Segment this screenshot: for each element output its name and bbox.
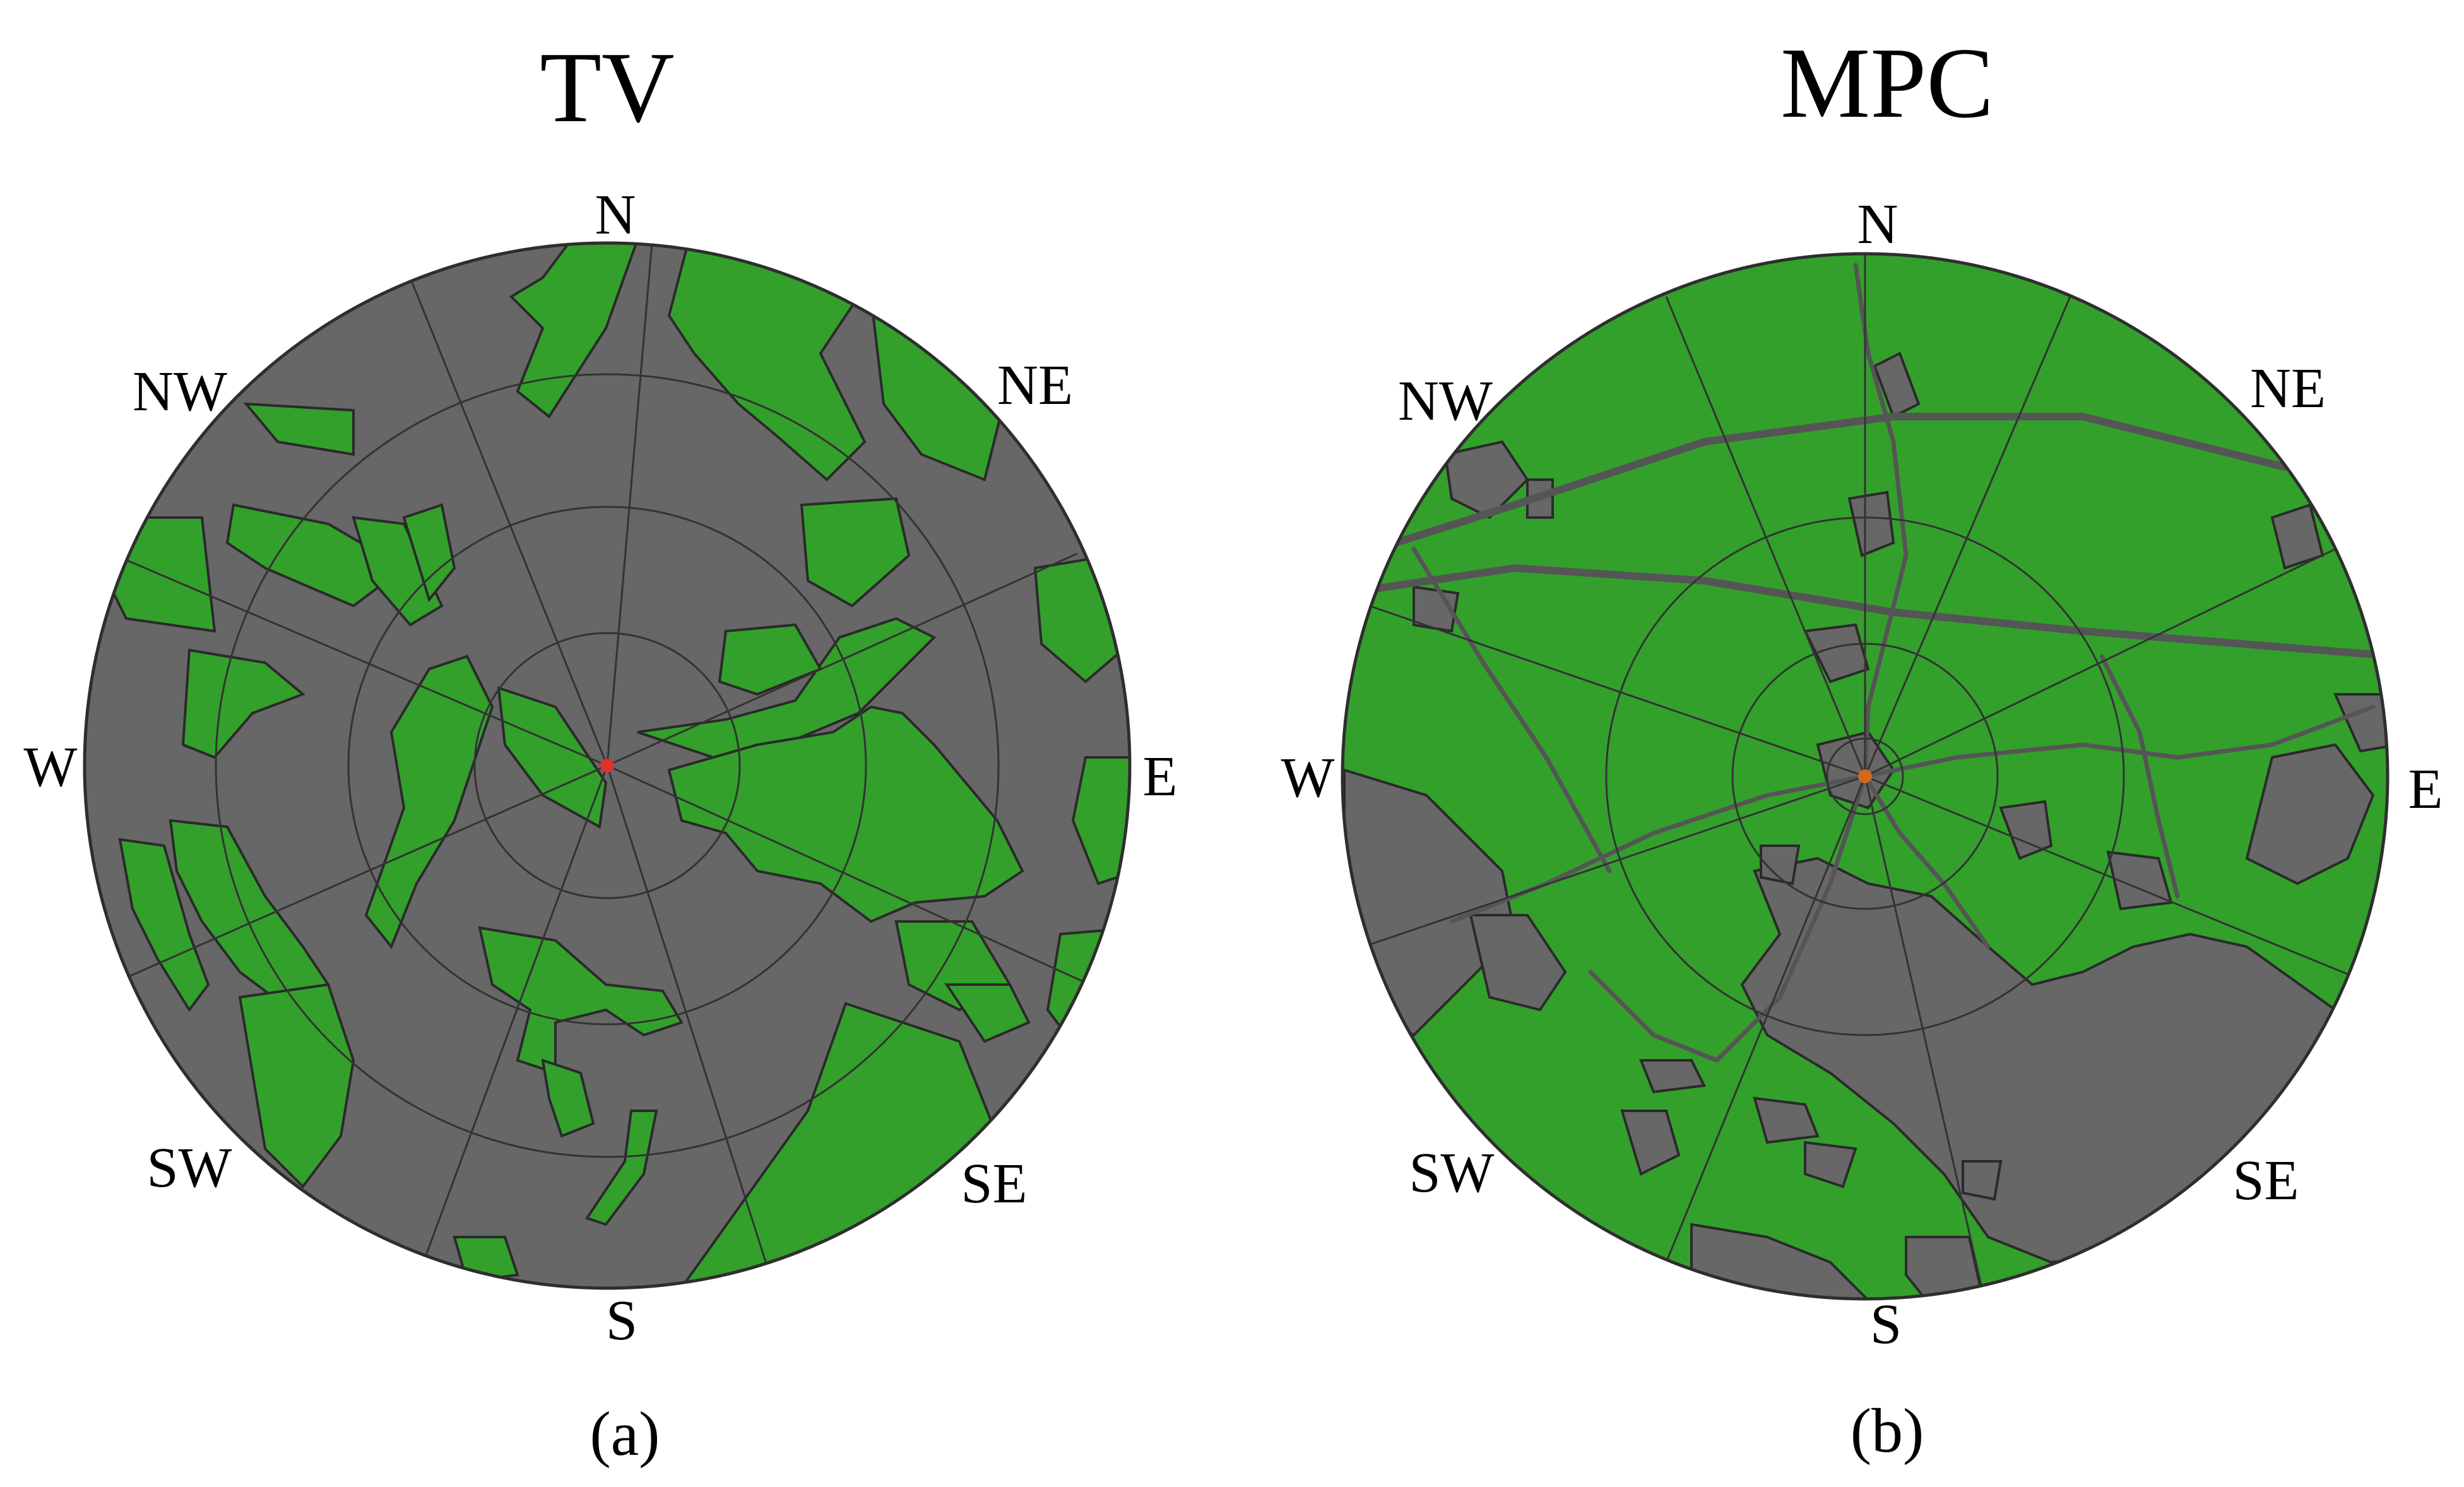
sector-line — [1864, 776, 1983, 1288]
road — [1342, 564, 2388, 660]
compass-label-n: N — [1857, 193, 1898, 256]
sector-line — [1864, 775, 2374, 986]
sector-line — [110, 764, 608, 986]
vegetation-patch — [944, 983, 1031, 1043]
sector-line — [606, 243, 653, 766]
vegetation-patch — [478, 926, 684, 1075]
vegetation-patch — [718, 623, 822, 696]
built-up-patch — [1999, 800, 2053, 860]
built-up-patch — [1962, 1160, 2003, 1201]
vegetation-patch — [181, 648, 305, 759]
compass-label-n: N — [595, 184, 636, 246]
compass-label-nw: NW — [1398, 370, 1493, 432]
built-up-patch — [1443, 440, 1529, 519]
road — [1372, 413, 2289, 553]
vegetation-patch — [497, 686, 608, 829]
distance-ring — [215, 373, 1000, 1158]
vegetation-patch — [352, 516, 444, 627]
sector-line — [1864, 296, 2071, 777]
vegetation-patch — [238, 983, 355, 1189]
distance-ring — [1605, 516, 2125, 1036]
distance-ring — [473, 632, 741, 899]
panel-b-sector-lines — [1363, 254, 2374, 1288]
vegetation-patch — [541, 1058, 595, 1138]
panel-a-caption: (a) — [590, 1399, 660, 1469]
panel-a-center-marker — [600, 759, 614, 773]
built-up-patch — [1413, 585, 1460, 633]
panel-b-outline — [1341, 252, 2390, 1301]
road — [1588, 774, 1868, 1063]
sector-line — [607, 764, 1118, 998]
road — [1863, 774, 1991, 949]
compass-label-w: W — [1281, 747, 1335, 809]
road — [1853, 263, 1909, 779]
sector-line — [1363, 775, 1866, 948]
built-up-patch — [1469, 914, 1567, 1012]
compass-label-s: S — [1870, 1293, 1902, 1356]
road — [1411, 547, 1612, 874]
panel-b-roads — [1342, 263, 2388, 1063]
sector-line — [1864, 548, 2336, 778]
sector-line — [1369, 605, 1866, 778]
vegetation-patch — [800, 497, 911, 608]
panel-a-outline — [83, 241, 1132, 1290]
compass-label-sw: SW — [1409, 1142, 1495, 1204]
compass-label-s: S — [606, 1289, 637, 1352]
sector-line — [1665, 776, 1866, 1263]
vegetation-patch — [509, 243, 639, 418]
built-up-patch — [1873, 352, 1921, 418]
sector-line — [415, 765, 608, 1283]
vegetation-patch — [1046, 926, 1130, 1063]
compass-label-se: SE — [961, 1152, 1027, 1215]
built-up-patch — [1803, 623, 1870, 684]
panel-b-title: MPC — [1780, 27, 1994, 139]
vegetation-patch — [243, 402, 355, 456]
vegetation-patch — [364, 655, 494, 949]
vegetation-patch — [402, 503, 456, 603]
panel-b-caption: (b) — [1851, 1395, 1924, 1466]
built-up-patch — [1804, 1140, 1857, 1188]
compass-label-nw: NW — [133, 360, 227, 423]
distance-ring — [347, 506, 867, 1026]
vegetation-patch — [118, 838, 210, 1012]
vegetation-patch — [667, 705, 1024, 923]
built-up-patch — [1753, 1096, 1820, 1144]
compass-label-se: SE — [2232, 1149, 2299, 1212]
sector-line — [606, 765, 773, 1282]
road — [1863, 704, 2376, 779]
compass-label-e: E — [1143, 745, 1178, 808]
built-up-patch — [1847, 490, 1895, 557]
compass-label-e: E — [2408, 758, 2443, 821]
panel-a: TV — [24, 31, 1178, 1469]
road — [2099, 654, 2180, 899]
compass-label-ne: NE — [997, 354, 1073, 417]
built-up-patch — [1620, 1110, 1681, 1176]
panel-a-title: TV — [540, 31, 674, 143]
compass-label-w: W — [24, 736, 78, 798]
built-up-patch — [2245, 743, 2375, 886]
distance-ring — [1826, 737, 1904, 815]
vegetation-patch — [584, 1110, 658, 1226]
sector-line — [110, 552, 608, 767]
sector-line — [410, 280, 608, 766]
panel-b: MPC — [1281, 27, 2443, 1466]
compass-label-ne: NE — [2250, 357, 2326, 420]
vegetation-patch — [225, 503, 406, 608]
panel-b-center-marker — [1858, 769, 1872, 783]
distance-ring — [1731, 643, 1999, 910]
compass-label-sw: SW — [147, 1137, 232, 1199]
built-up-patch — [1760, 844, 1801, 886]
built-up-patch — [1639, 1059, 1707, 1094]
